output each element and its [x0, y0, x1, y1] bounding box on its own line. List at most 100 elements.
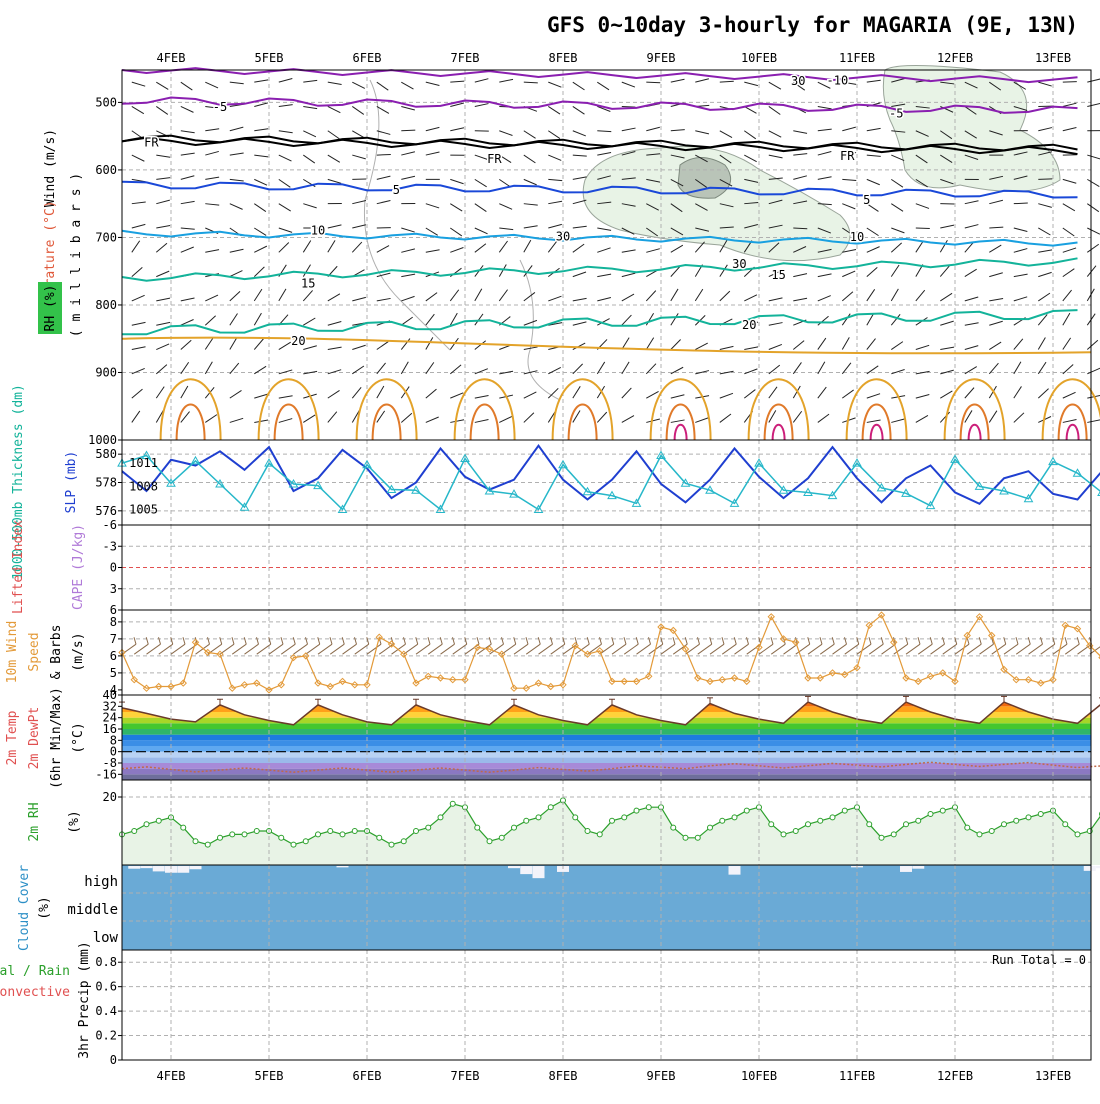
- wind-barb: [205, 415, 217, 423]
- wind-barb: [1014, 386, 1022, 398]
- wind-barb: [769, 387, 777, 398]
- wind10-barb-flag: [881, 637, 883, 644]
- wind-barb: [597, 248, 610, 252]
- wind-barb: [279, 419, 292, 423]
- temp-band: [122, 752, 1091, 758]
- wind-barb: [769, 323, 783, 326]
- rh-point: [524, 818, 529, 823]
- cloud-gap: [520, 866, 532, 874]
- wind-barb: [573, 322, 587, 325]
- wind-barb: [205, 338, 213, 350]
- wind-barb: [352, 345, 365, 349]
- wind-barb: [303, 290, 312, 300]
- wind-barb: [622, 82, 635, 87]
- date-label-top: 10FEB: [741, 51, 777, 65]
- wind-barb: [132, 322, 146, 325]
- date-label-bottom: 6FEB: [353, 1069, 382, 1083]
- rh-point: [585, 829, 590, 834]
- wind10-barb: [833, 644, 847, 654]
- wind-barb: [156, 298, 170, 301]
- temp-band: [122, 774, 1091, 780]
- wind-barb: [989, 298, 1003, 300]
- wind10-barb-flag: [232, 637, 234, 644]
- wind-barb: [156, 155, 170, 157]
- contour-label: -5: [889, 107, 903, 121]
- wind10-barb: [1029, 644, 1043, 654]
- wind10-barb-flag: [1077, 637, 1079, 644]
- wind10-barb: [722, 644, 736, 654]
- wind-barb: [989, 227, 1003, 228]
- wind-barb: [254, 313, 261, 325]
- ylabel-lifted-index: Lifted Index: [11, 520, 26, 614]
- wind-barb: [303, 155, 315, 163]
- wind-barb: [891, 243, 901, 252]
- wind-barb: [303, 80, 317, 82]
- wind-barb: [720, 346, 734, 349]
- wind-barb: [328, 370, 341, 374]
- wind-barb: [254, 204, 266, 212]
- wind-barb: [1087, 368, 1100, 374]
- wind10-barb: [134, 644, 148, 654]
- wind-barb: [156, 243, 167, 252]
- wind-barb: [132, 368, 145, 373]
- wind-barb: [671, 130, 685, 131]
- wind-barb: [1063, 128, 1077, 131]
- wind10-barb: [428, 644, 442, 654]
- wind-barb: [1038, 272, 1051, 276]
- contour-label: 30: [556, 229, 570, 243]
- wind10-barb: [906, 644, 920, 654]
- wind10-barb-flag: [600, 637, 602, 644]
- wind-barb: [744, 369, 757, 374]
- wind-barb: [769, 344, 782, 349]
- wind10-barb-flag: [208, 637, 210, 644]
- wind-barb: [842, 127, 856, 131]
- wind-barb: [475, 419, 489, 422]
- wind-barb: [695, 289, 703, 301]
- wind-barb: [597, 412, 606, 422]
- wind-barb: [352, 297, 366, 301]
- wind-barb: [279, 242, 289, 252]
- wind-barb: [940, 240, 947, 252]
- wind-barb: [401, 152, 415, 155]
- ylabel-temp-units: (°C): [71, 722, 86, 753]
- contour-label: 30: [791, 74, 805, 88]
- wind-barb: [254, 228, 266, 235]
- date-label-top: 9FEB: [647, 51, 676, 65]
- rh-point: [291, 842, 296, 847]
- wind-barb: [1063, 228, 1074, 236]
- wind10-barb: [931, 644, 945, 654]
- wind10-barb: [1004, 644, 1018, 654]
- wind-barb: [426, 250, 440, 253]
- wind10-barb: [245, 644, 259, 654]
- wind10-tick-label: 5: [110, 666, 117, 680]
- wind-barb: [573, 226, 587, 228]
- wind-barb: [793, 131, 807, 134]
- wind-barb: [205, 250, 219, 253]
- wind-barb: [132, 389, 143, 398]
- wind-barb: [646, 391, 658, 398]
- rh-point: [965, 825, 970, 830]
- precip-tick-label: 0.4: [95, 1004, 117, 1018]
- rh-point: [254, 829, 259, 834]
- wind10-barb-flag: [146, 637, 148, 644]
- rh-point: [316, 832, 321, 837]
- contour-label: 10: [850, 230, 864, 244]
- rh-point: [1075, 832, 1080, 837]
- rh-contour: [364, 80, 450, 350]
- date-label-top: 5FEB: [255, 51, 284, 65]
- wind-barb: [303, 106, 317, 108]
- wind10-barb-flag: [820, 637, 822, 644]
- rh-point: [1014, 818, 1019, 823]
- rh-point: [695, 835, 700, 840]
- wind-barb: [352, 387, 361, 398]
- wind-barb: [744, 390, 755, 399]
- wind-barb: [573, 272, 586, 277]
- wind-barb: [695, 79, 709, 82]
- wind10-barb-flag: [404, 637, 406, 644]
- wind-barb: [328, 294, 340, 301]
- wind-barb: [1063, 204, 1075, 211]
- wind-barb: [426, 314, 435, 325]
- wind-barb: [132, 82, 145, 86]
- wind-barb: [818, 338, 826, 349]
